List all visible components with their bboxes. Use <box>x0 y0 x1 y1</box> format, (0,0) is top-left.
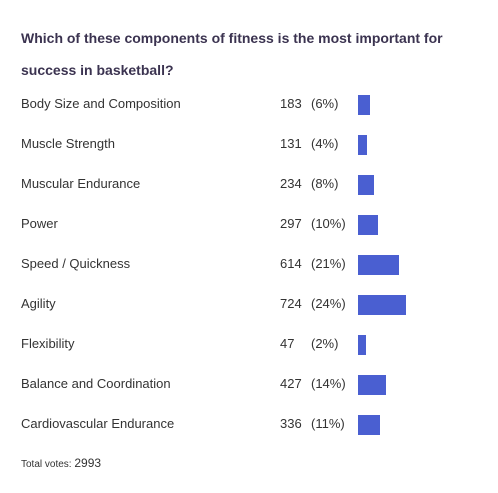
poll-options-list: Body Size and Composition 183 (6%) Muscle S… <box>0 85 498 445</box>
option-percent: (8%) <box>311 176 339 191</box>
option-vote-count: 131 <box>280 136 302 151</box>
option-percent: (4%) <box>311 136 339 151</box>
option-label: Power <box>21 216 58 231</box>
option-label: Muscle Strength <box>21 136 115 151</box>
option-label: Speed / Quickness <box>21 256 131 271</box>
option-vote-count: 724 <box>280 296 302 311</box>
option-vote-count: 336 <box>280 416 302 431</box>
option-vote-count: 234 <box>280 176 302 191</box>
option-bar <box>358 95 370 115</box>
option-label: Flexibility <box>21 336 75 351</box>
total-votes-label: Total votes: <box>21 459 72 470</box>
option-bar <box>358 335 366 355</box>
total-votes: Total votes: 2993 <box>21 456 101 470</box>
total-votes-count: 2993 <box>74 456 102 470</box>
poll-option-row: Flexibility 47 (2%) <box>0 325 498 365</box>
option-vote-count: 47 <box>280 336 295 351</box>
option-vote-count: 297 <box>280 216 302 231</box>
option-percent: (11%) <box>311 416 345 431</box>
option-percent: (2%) <box>311 336 339 351</box>
option-bar <box>358 295 406 315</box>
option-label: Body Size and Composition <box>21 96 181 111</box>
poll-option-row: Cardiovascular Endurance 336 (11%) <box>0 405 498 445</box>
option-percent: (10%) <box>311 216 346 231</box>
option-vote-count: 427 <box>280 376 302 391</box>
option-bar <box>358 215 378 235</box>
poll-option-row: Speed / Quickness 614 (21%) <box>0 245 498 285</box>
option-percent: (21%) <box>311 256 346 271</box>
option-percent: (14%) <box>311 376 346 391</box>
option-vote-count: 183 <box>280 96 302 111</box>
option-bar <box>358 375 386 395</box>
option-vote-count: 614 <box>280 256 302 271</box>
poll-option-row: Balance and Coordination 427 (14%) <box>0 365 498 405</box>
option-percent: (6%) <box>311 96 339 111</box>
option-percent: (24%) <box>311 296 346 311</box>
option-label: Balance and Coordination <box>21 376 171 391</box>
poll-question: Which of these components of fitness is … <box>21 30 443 78</box>
poll-option-row: Muscular Endurance 234 (8%) <box>0 165 498 205</box>
poll-option-row: Body Size and Composition 183 (6%) <box>0 85 498 125</box>
option-label: Cardiovascular Endurance <box>21 416 175 431</box>
option-bar <box>358 255 399 275</box>
option-bar <box>358 175 374 195</box>
poll-option-row: Agility 724 (24%) <box>0 285 498 325</box>
option-bar <box>358 415 380 435</box>
poll-option-row: Muscle Strength 131 (4%) <box>0 125 498 165</box>
option-label: Muscular Endurance <box>21 176 141 191</box>
option-label: Agility <box>21 296 56 311</box>
option-bar <box>358 135 367 155</box>
poll-option-row: Power 297 (10%) <box>0 205 498 245</box>
